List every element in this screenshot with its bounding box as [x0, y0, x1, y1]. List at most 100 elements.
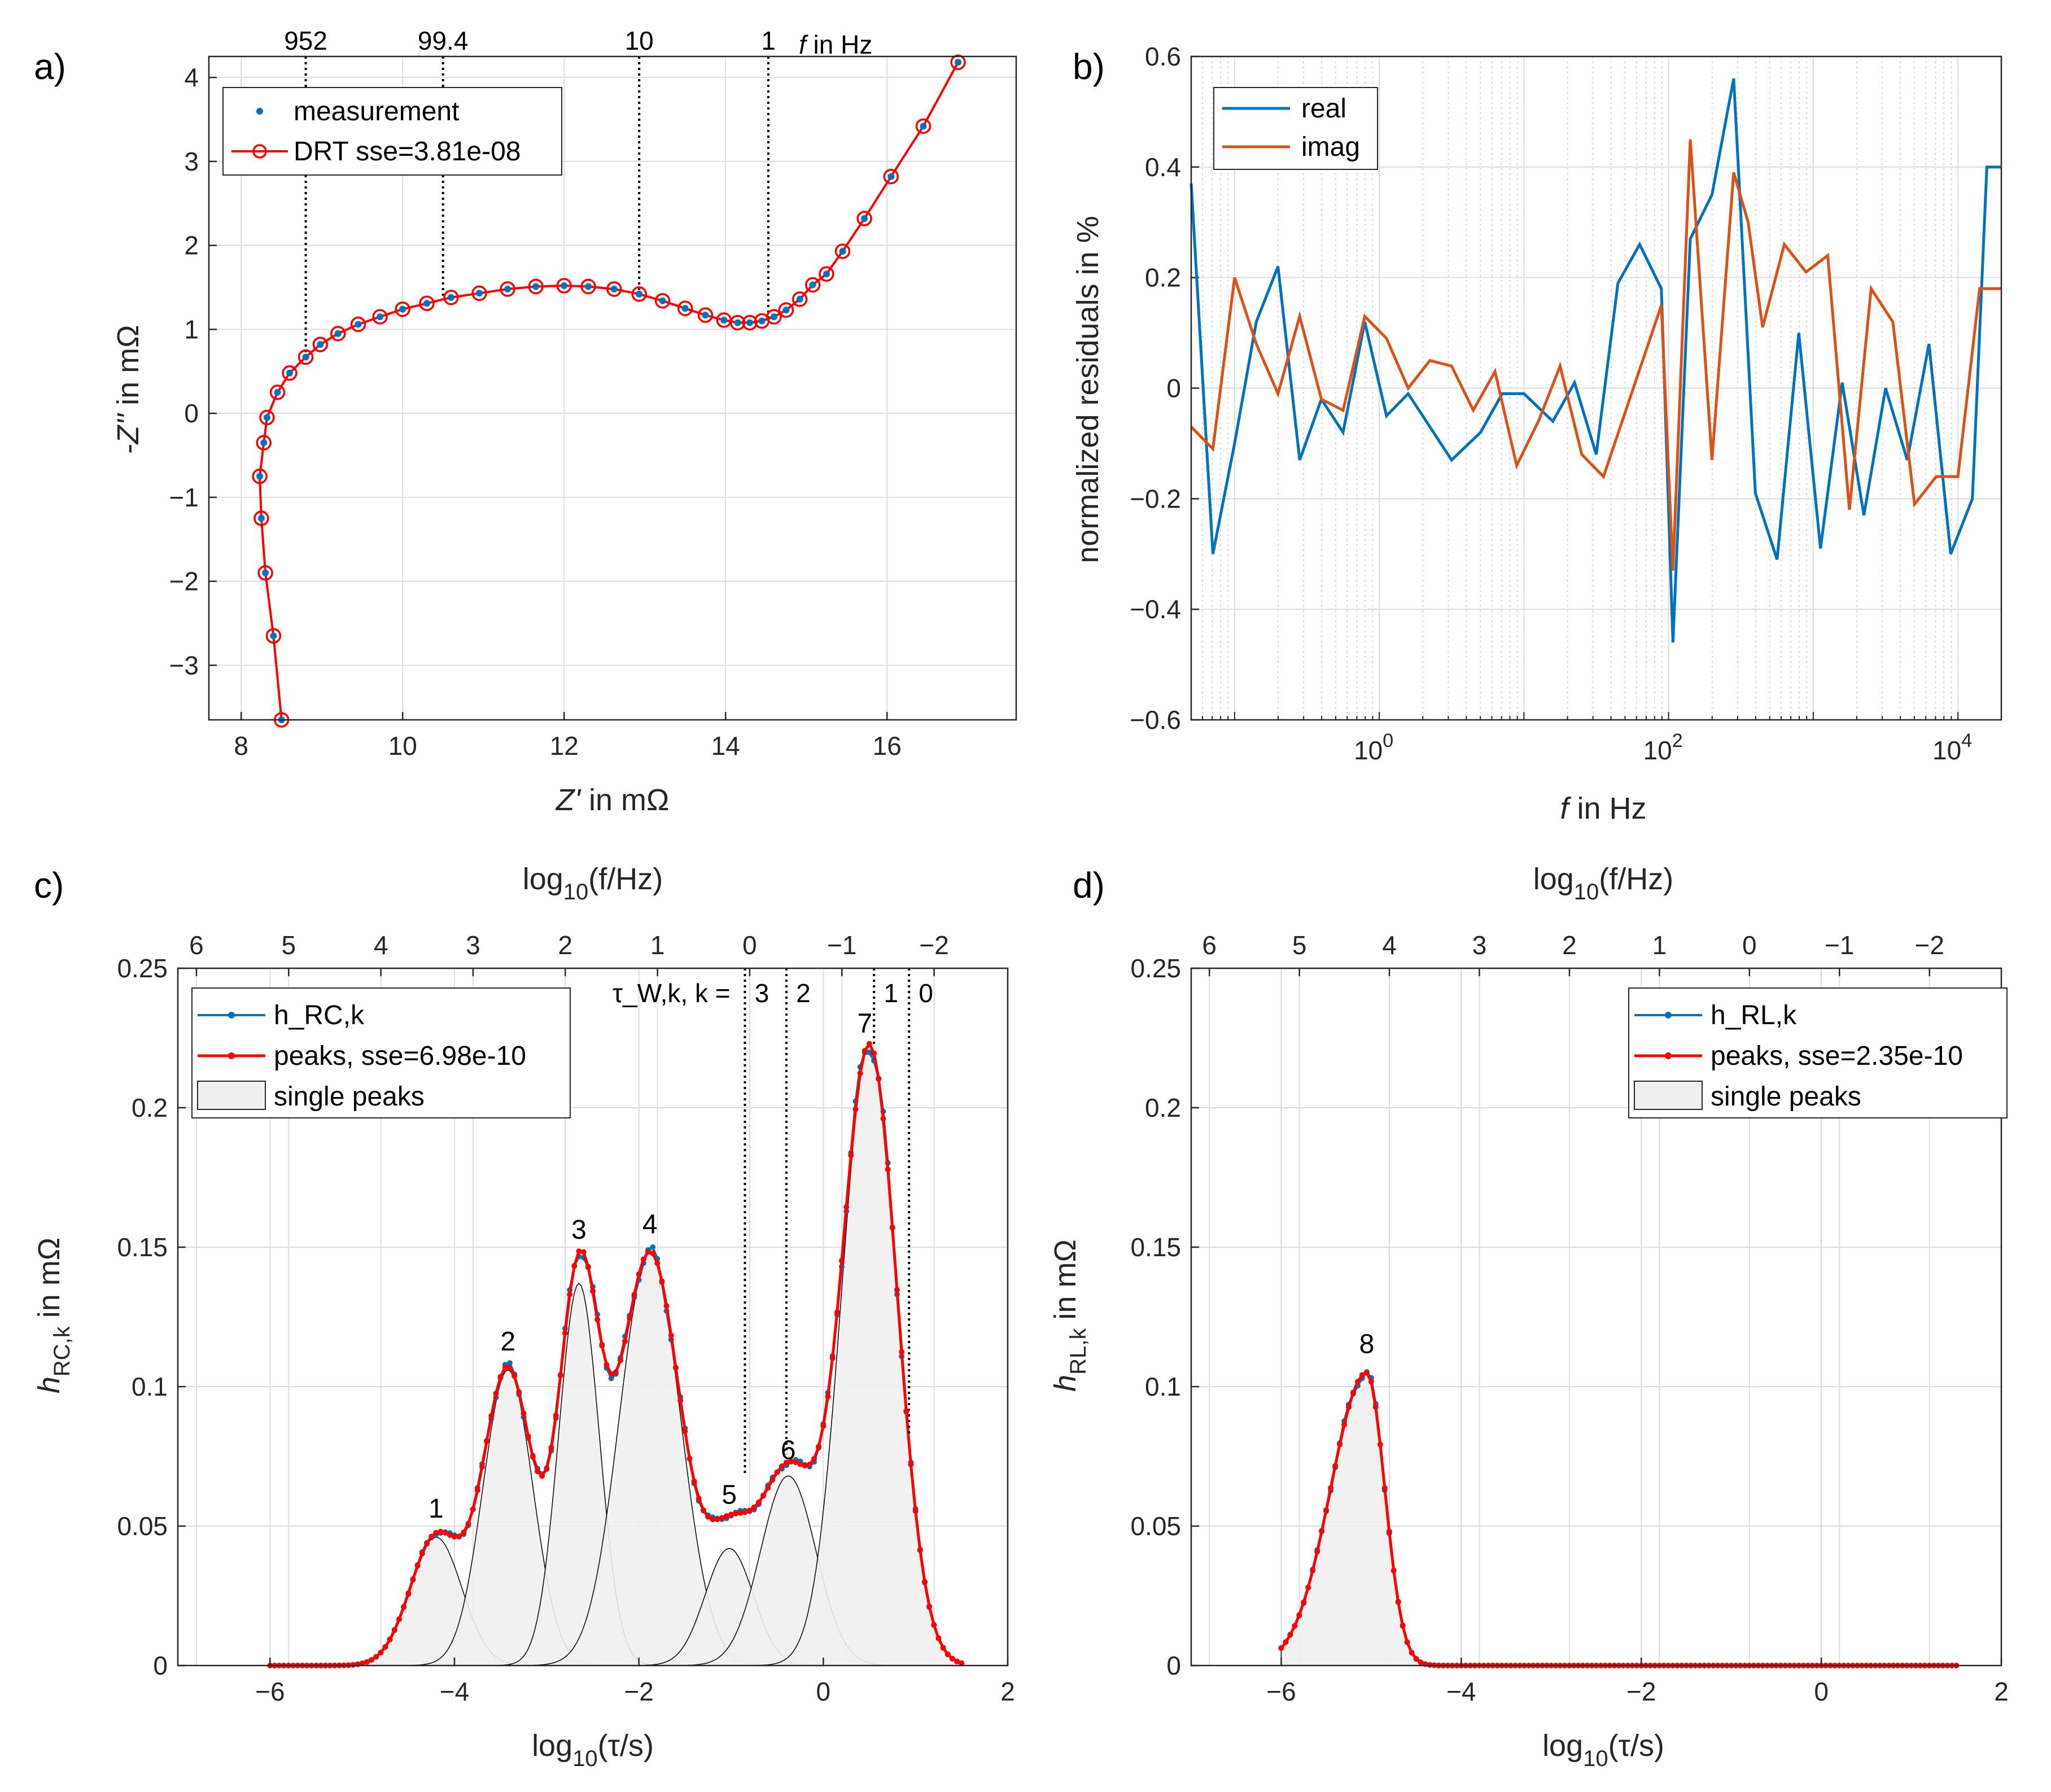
peaks-fit-point	[1368, 1379, 1374, 1385]
x-tick-label: −6	[1266, 1677, 1296, 1706]
peaks-fit-point	[825, 1393, 831, 1400]
peaks-fit-point	[760, 1493, 767, 1499]
measurement-point	[702, 312, 709, 319]
y-tick-label: 4	[184, 63, 199, 92]
peaks-fit-point	[442, 1529, 448, 1536]
peaks-fit-point	[659, 1278, 665, 1284]
legend-single-peaks-label: single peaks	[274, 1082, 425, 1112]
measurement-point	[839, 248, 846, 255]
peaks-fit-point	[1400, 1623, 1406, 1629]
y-tick-label: 0.6	[1145, 42, 1181, 71]
tau-w-marker-label: 1	[884, 978, 898, 1008]
peaks-fit-point	[452, 1533, 457, 1540]
legend-peaks-label: peaks, sse=6.98e-10	[274, 1041, 526, 1071]
top-tick-label: 5	[1292, 930, 1307, 960]
measurement-point	[861, 215, 868, 222]
peaks-fit-point	[364, 1659, 370, 1665]
x-tick-label: 10	[388, 731, 417, 760]
x-tick-label: 14	[711, 731, 740, 760]
peaks-fit-point	[1337, 1441, 1343, 1448]
panel-a-series	[252, 54, 966, 728]
measured-drt-point	[608, 1375, 614, 1382]
x-tick-exponent: 4	[1961, 730, 1972, 751]
peaks-fit-point	[382, 1644, 388, 1650]
top-tick-label: 6	[189, 930, 204, 960]
measurement-point	[532, 283, 540, 290]
legend-drt-label: DRT sse=3.81e-08	[294, 137, 521, 167]
peaks-fit-point	[682, 1428, 688, 1435]
drt-fit-point	[883, 168, 899, 185]
panel-c-peak-labels: 1 2 3 4 5 6 7	[428, 1009, 872, 1524]
legend-hrl-marker	[1665, 1012, 1672, 1019]
peaks-fit-point	[511, 1373, 518, 1379]
measurement-point	[887, 173, 895, 180]
peaks-fit-point	[728, 1511, 734, 1518]
legend-hrc-marker	[228, 1012, 235, 1019]
peaks-fit-point	[701, 1507, 706, 1513]
peaks-fit-point	[539, 1473, 545, 1479]
peaks-fit-point	[428, 1533, 435, 1540]
legend-single-peaks-d-label: single peaks	[1711, 1082, 1861, 1112]
y-tick-label: 0.1	[132, 1372, 168, 1401]
y-tick-label: 0.15	[117, 1232, 168, 1262]
legend-peaks-marker	[228, 1052, 235, 1059]
peaks-fit-point	[1328, 1485, 1334, 1491]
peaks-fit-point	[1310, 1567, 1316, 1574]
drt-fit-point	[471, 285, 487, 301]
panel-c-top-label: log10(f/Hz)	[523, 862, 663, 904]
peaks-fit-point	[502, 1365, 508, 1371]
peaks-fit-point	[654, 1260, 661, 1266]
peaks-fit-point	[797, 1461, 803, 1467]
measured-drt-point	[650, 1244, 656, 1251]
peaks-fit-point	[737, 1510, 744, 1516]
drt-fit-point	[856, 211, 872, 226]
peaks-fit-point	[590, 1288, 596, 1294]
measurement-point	[771, 313, 777, 321]
measurement-point	[659, 297, 666, 304]
panel-c-tau-w-label: τ_W,k, k =	[613, 978, 731, 1008]
frequency-marker-label: 1	[761, 26, 776, 55]
peaks-fit-point	[857, 1070, 863, 1077]
panel-a-frequency-markers: 952 99.4 10 1	[284, 26, 776, 355]
panel-a-ylabel: -Z'' in mΩ	[111, 325, 145, 454]
peaks-fit-point	[944, 1651, 951, 1658]
peaks-fit-point	[433, 1529, 439, 1536]
peaks-fit-point	[401, 1603, 407, 1610]
drt-fit-point	[742, 314, 758, 331]
peaks-fit-point	[396, 1616, 402, 1623]
legend-real-label: real	[1301, 94, 1346, 124]
x-tick-label: 2	[1000, 1677, 1015, 1706]
peaks-fit-point	[848, 1152, 854, 1159]
peaks-fit-point	[470, 1506, 476, 1513]
peaks-fit-point	[369, 1657, 374, 1663]
peaks-fit-point	[959, 1660, 965, 1666]
y-tick-label: 0.15	[1130, 1232, 1181, 1262]
drt-fit-point	[372, 309, 388, 325]
y-tick-label: 0.2	[1145, 263, 1181, 292]
x-tick-label: 104	[1932, 730, 1972, 765]
measurement-point	[796, 295, 803, 303]
drt-fit-point	[580, 278, 596, 295]
panel-a-letter: a)	[34, 46, 66, 87]
y-tick-label: −0.4	[1130, 595, 1181, 624]
top-tick-label: 4	[1382, 930, 1397, 960]
measurement-point	[270, 632, 277, 640]
peaks-fit-point	[580, 1249, 587, 1255]
measurement-point	[746, 319, 754, 326]
panel-d-drt-rl-plot: d) −6 −4 −2 0 2 6 5 4 3 2 1 0 −1 −2 0 0.05 0.1 0.15 0.2 0.2…	[1048, 862, 2009, 1771]
real-residual-line	[1190, 78, 2001, 643]
peaks-fit-point	[867, 1041, 872, 1047]
panel-b-axes-box	[1190, 55, 2002, 721]
legend-hrc-label: h_RC,k	[274, 1000, 365, 1030]
peaks-fit-point	[917, 1547, 923, 1553]
peaks-fit-point	[756, 1499, 762, 1505]
peaks-fit-point	[1296, 1612, 1302, 1618]
y-tick-label: 0	[184, 399, 199, 428]
peaks-fit-point	[548, 1444, 554, 1450]
top-tick-label: 0	[742, 930, 757, 960]
peak-label-4: 4	[642, 1209, 658, 1239]
panel-d-xlabel: log10(τ/s)	[1542, 1729, 1664, 1771]
peak-label-2: 2	[500, 1327, 515, 1357]
peaks-fit-point	[497, 1374, 504, 1380]
measurement-point	[262, 569, 269, 576]
